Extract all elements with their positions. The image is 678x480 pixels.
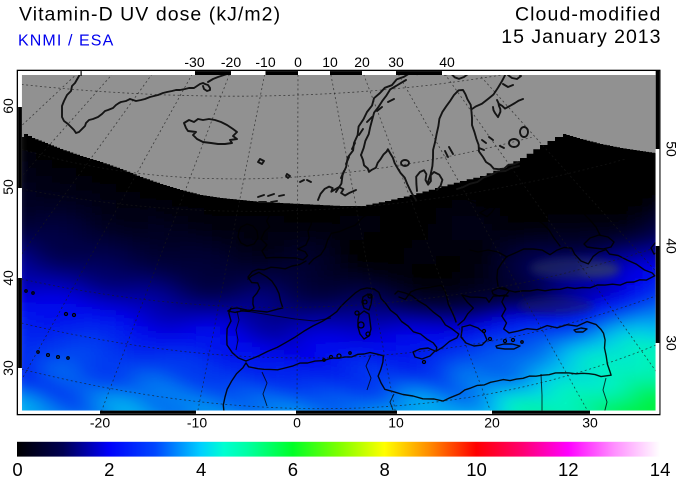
svg-text:50: 50 (664, 141, 678, 157)
svg-text:30: 30 (582, 415, 598, 431)
svg-text:30: 30 (664, 335, 678, 351)
svg-text:20: 20 (484, 415, 500, 431)
svg-text:Cloud-modified: Cloud-modified (515, 4, 662, 26)
svg-text:0: 0 (293, 415, 301, 431)
svg-text:0: 0 (294, 54, 302, 70)
svg-text:60: 60 (0, 98, 16, 114)
svg-text:2: 2 (104, 459, 114, 480)
svg-text:6: 6 (288, 459, 298, 480)
svg-text:-30: -30 (184, 54, 204, 70)
svg-text:20: 20 (354, 54, 370, 70)
svg-text:40: 40 (0, 270, 16, 286)
svg-text:15 January 2013: 15 January 2013 (501, 26, 661, 48)
svg-text:-10: -10 (255, 54, 275, 70)
svg-text:Vitamin-D UV dose (kJ/m2): Vitamin-D UV dose (kJ/m2) (19, 4, 281, 26)
svg-text:40: 40 (439, 54, 455, 70)
svg-text:-20: -20 (90, 415, 110, 431)
svg-text:14: 14 (650, 459, 671, 480)
svg-text:4: 4 (196, 459, 206, 480)
svg-text:10: 10 (466, 459, 487, 480)
svg-text:-10: -10 (187, 415, 207, 431)
svg-text:0: 0 (12, 459, 22, 480)
svg-text:10: 10 (322, 54, 338, 70)
svg-text:50: 50 (0, 179, 16, 195)
svg-text:12: 12 (558, 459, 579, 480)
svg-text:30: 30 (0, 360, 16, 376)
svg-text:8: 8 (380, 459, 390, 480)
svg-text:40: 40 (664, 238, 678, 254)
svg-text:10: 10 (388, 415, 404, 431)
svg-text:-20: -20 (221, 54, 241, 70)
svg-text:KNMI / ESA: KNMI / ESA (18, 33, 114, 50)
svg-text:30: 30 (388, 54, 404, 70)
